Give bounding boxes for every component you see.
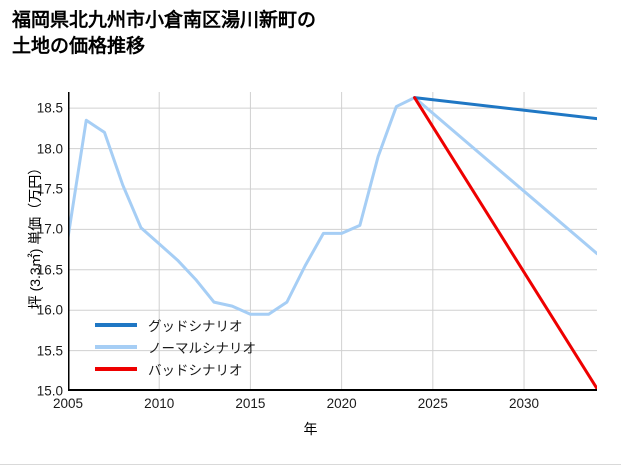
legend-label: グッドシナリオ (148, 319, 243, 334)
legend-swatch-icon (95, 323, 137, 327)
legend-item[interactable]: グッドシナリオ (95, 314, 295, 336)
page-title: 福岡県北九州市小倉南区湯川新町の 土地の価格推移 (12, 10, 317, 58)
y-tick-label: 15.5 (36, 343, 63, 359)
chart-legend: グッドシナリオ ノーマルシナリオ バッドシナリオ (95, 314, 295, 380)
legend-swatch-icon (95, 367, 137, 371)
x-axis-tick-labels: 2005 2010 2015 2020 2025 2030 (0, 396, 621, 418)
series-line (413, 96, 597, 391)
series-line (68, 96, 597, 316)
x-tick-label: 2030 (509, 396, 540, 411)
y-axis-tick-labels: 15.0 15.5 16.0 16.5 17.0 17.5 18.0 18.5 (0, 92, 63, 399)
x-tick-label: 2010 (144, 396, 175, 411)
y-tick-label: 18.0 (36, 141, 63, 157)
series-line (413, 96, 597, 121)
legend-label: バッドシナリオ (148, 363, 243, 378)
y-tick-label: 17.0 (36, 221, 63, 237)
x-tick-label: 2005 (52, 396, 84, 411)
y-tick-label: 17.5 (36, 181, 63, 197)
legend-swatch-icon (95, 345, 137, 349)
y-tick-label: 16.5 (36, 262, 63, 278)
y-tick-label: 16.0 (36, 302, 63, 318)
data-series-group (68, 96, 597, 391)
x-tick-label: 2015 (235, 396, 266, 411)
y-axis-title: 坪 (3.3㎡) 単価（万円） (27, 160, 43, 310)
chart-svg (68, 92, 597, 391)
plot-area (68, 92, 597, 391)
legend-label: ノーマルシナリオ (148, 341, 256, 356)
x-tick-label: 2020 (326, 396, 357, 411)
x-tick-label: 2025 (417, 396, 448, 411)
legend-item[interactable]: ノーマルシナリオ (95, 336, 295, 358)
y-tick-label: 18.5 (36, 100, 63, 116)
x-axis-title: 年 (303, 421, 318, 437)
legend-item[interactable]: バッドシナリオ (95, 358, 295, 380)
y-tick-label: 15.0 (36, 383, 63, 399)
